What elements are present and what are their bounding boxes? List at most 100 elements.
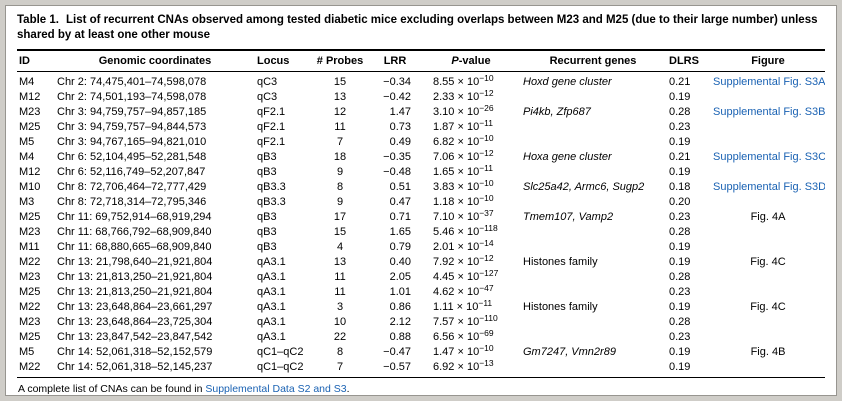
cell-dlrs: 0.23 xyxy=(669,211,691,223)
table-row: M22 Chr 13: 21,798,640–21,921,804 qA3.1 13 0… xyxy=(17,255,825,270)
cell-figure: Supplemental Fig. S3C xyxy=(711,150,825,165)
cell-genomic-coordinates: Chr 13: 23,648,864–23,661,297 xyxy=(57,301,213,313)
cell-locus: qA3.1 xyxy=(257,256,286,268)
cell-locus: qB3 xyxy=(257,166,277,178)
cell-recurrent-genes xyxy=(519,330,667,345)
table-row: M5 Chr 3: 94,767,165–94,821,010 qF2.1 7 0.49… xyxy=(17,135,825,150)
gene-names: Hoxd gene cluster xyxy=(523,76,612,88)
cell-locus: qA3.1 xyxy=(257,271,286,283)
table-row: M25 Chr 13: 21,813,250–21,921,804 qA3.1 11 1… xyxy=(17,285,825,300)
cell-locus: qC1–qC2 xyxy=(255,360,313,378)
cell-dlrs: 0.19 xyxy=(669,91,691,103)
cell-genomic-coordinates: Chr 14: 52,061,318–52,152,579 xyxy=(57,346,213,358)
table-row: M25 Chr 11: 69,752,914–68,919,294 qB3 17 0.7… xyxy=(17,210,825,225)
cell-num-probes: 11 xyxy=(334,271,346,283)
cell-mouse-id: M25 xyxy=(19,331,41,343)
cell-locus: qC1–qC2 xyxy=(257,346,304,358)
table-row: M25 Chr 3: 94,759,757–94,844,573 qF2.1 11 0.… xyxy=(17,120,825,135)
cell-dlrs: 0.18 xyxy=(669,181,691,193)
table-row: M10 Chr 8: 72,706,464–72,777,429 qB3.3 8 0.5… xyxy=(17,180,825,195)
cell-locus: qC3 xyxy=(257,91,278,103)
cell-recurrent-genes: Pi4kb, Zfp687 xyxy=(519,105,667,120)
cell-pvalue: 7.57 × 10−110 xyxy=(433,315,498,328)
cell-mouse-id: M22 xyxy=(19,301,41,313)
table-row: M23 Chr 13: 23,648,864–23,725,304 qA3.1 10 2… xyxy=(17,315,825,330)
cell-dlrs: 0.28 xyxy=(669,106,691,118)
cell-figure xyxy=(711,195,825,210)
cna-table: ID Genomic coordinates Locus # Probes LR… xyxy=(17,49,825,378)
cell-mouse-id: M22 xyxy=(17,360,55,378)
table-row: M4 Chr 6: 52,104,495–52,281,548 qB3 18 −0.35… xyxy=(17,150,825,165)
cell-pvalue: 5.46 × 10−118 xyxy=(433,225,498,238)
pvalue-header-label: P-value xyxy=(451,55,491,67)
cell-dlrs: 0.19 xyxy=(669,256,691,268)
cell-dlrs: 0.28 xyxy=(669,226,691,238)
gene-names: Histones family xyxy=(523,256,598,268)
cell-figure: Fig. 4C xyxy=(711,255,825,270)
cell-locus: qB3.3 xyxy=(257,181,286,193)
column-header-coords: Genomic coordinates xyxy=(55,49,255,72)
cell-dlrs: 0.23 xyxy=(669,121,691,133)
cell-recurrent-genes: Tmem107, Vamp2 xyxy=(519,210,667,225)
cell-locus: qF2.1 xyxy=(257,136,286,148)
supplemental-figure-link[interactable]: Supplemental Fig. S3A xyxy=(713,76,825,88)
table-row: M22 Chr 14: 52,061,318–52,145,237 qC1–qC2 7… xyxy=(17,360,825,378)
cell-genomic-coordinates: Chr 3: 94,759,757–94,844,573 xyxy=(57,121,207,133)
cell-genomic-coordinates: Chr 2: 74,475,401–74,598,078 xyxy=(57,76,207,88)
cell-lrr: 1.01 xyxy=(389,286,411,298)
cell-figure xyxy=(711,330,825,345)
cell-pvalue: 7.06 × 10−12 xyxy=(433,150,494,163)
cell-pvalue: 3.10 × 10−26 xyxy=(433,105,494,118)
cell-figure xyxy=(711,90,825,105)
cell-mouse-id: M4 xyxy=(19,76,35,88)
cell-recurrent-genes xyxy=(519,225,667,240)
gene-names: Pi4kb, Zfp687 xyxy=(523,106,591,118)
cell-lrr: 0.47 xyxy=(389,196,411,208)
cell-lrr: 0.88 xyxy=(389,331,411,343)
cell-genomic-coordinates: Chr 11: 68,880,665–68,909,840 xyxy=(57,241,212,253)
cell-recurrent-genes xyxy=(519,270,667,285)
cell-pvalue: 1.87 × 10−11 xyxy=(433,120,493,133)
cell-recurrent-genes xyxy=(519,90,667,105)
figure-reference: Fig. 4B xyxy=(750,346,786,358)
cell-pvalue: 1.18 × 10−10 xyxy=(433,195,494,208)
supplemental-figure-link[interactable]: Supplemental Fig. S3B xyxy=(713,106,825,118)
cell-figure: Fig. 4C xyxy=(711,300,825,315)
cell-lrr: 0.86 xyxy=(389,301,411,313)
cell-num-probes: 18 xyxy=(333,151,347,163)
cell-mouse-id: M22 xyxy=(19,256,41,268)
cell-recurrent-genes xyxy=(519,195,667,210)
cell-num-probes: 15 xyxy=(333,76,347,88)
cell-lrr: −0.57 xyxy=(367,360,423,378)
gene-names: Gm7247, Vmn2r89 xyxy=(523,346,616,358)
table-panel: Table 1. List of recurrent CNAs observed … xyxy=(5,5,837,396)
supplemental-figure-link[interactable]: Supplemental Fig. S3C xyxy=(713,151,825,163)
cell-recurrent-genes xyxy=(519,165,667,180)
supplemental-figure-link[interactable]: Supplemental Fig. S3D xyxy=(713,181,825,193)
cell-mouse-id: M4 xyxy=(19,151,35,163)
cell-pvalue: 6.92 × 10−13 xyxy=(423,360,519,378)
cell-num-probes: 4 xyxy=(336,241,344,253)
cell-dlrs: 0.28 xyxy=(669,316,691,328)
column-header-id: ID xyxy=(17,49,55,72)
cell-pvalue: 2.33 × 10−12 xyxy=(433,90,494,103)
cell-dlrs: 0.21 xyxy=(669,76,691,88)
cell-dlrs: 0.23 xyxy=(669,286,691,298)
cell-pvalue: 7.10 × 10−37 xyxy=(433,210,494,223)
cell-recurrent-genes: Histones family xyxy=(519,300,667,315)
cell-num-probes: 7 xyxy=(336,136,344,148)
table-row: M23 Chr 13: 21,813,250–21,921,804 qA3.1 11 2… xyxy=(17,270,825,285)
cell-num-probes: 11 xyxy=(334,121,346,133)
cell-lrr: 0.73 xyxy=(389,121,411,133)
cell-figure: Supplemental Fig. S3D xyxy=(711,180,825,195)
cell-figure xyxy=(711,360,825,378)
table-row: M12 Chr 6: 52,116,749–52,207,847 qB3 9 −0.48… xyxy=(17,165,825,180)
cell-genomic-coordinates: Chr 13: 21,798,640–21,921,804 xyxy=(57,256,213,268)
cell-lrr: −0.34 xyxy=(383,76,411,88)
cell-dlrs: 0.19 xyxy=(669,136,691,148)
cell-dlrs: 0.19 xyxy=(667,360,711,378)
gene-names: Hoxa gene cluster xyxy=(523,151,612,163)
footnote-supplemental-data-link[interactable]: Supplemental Data S2 and S3 xyxy=(205,383,347,395)
cell-lrr: −0.35 xyxy=(383,151,411,163)
